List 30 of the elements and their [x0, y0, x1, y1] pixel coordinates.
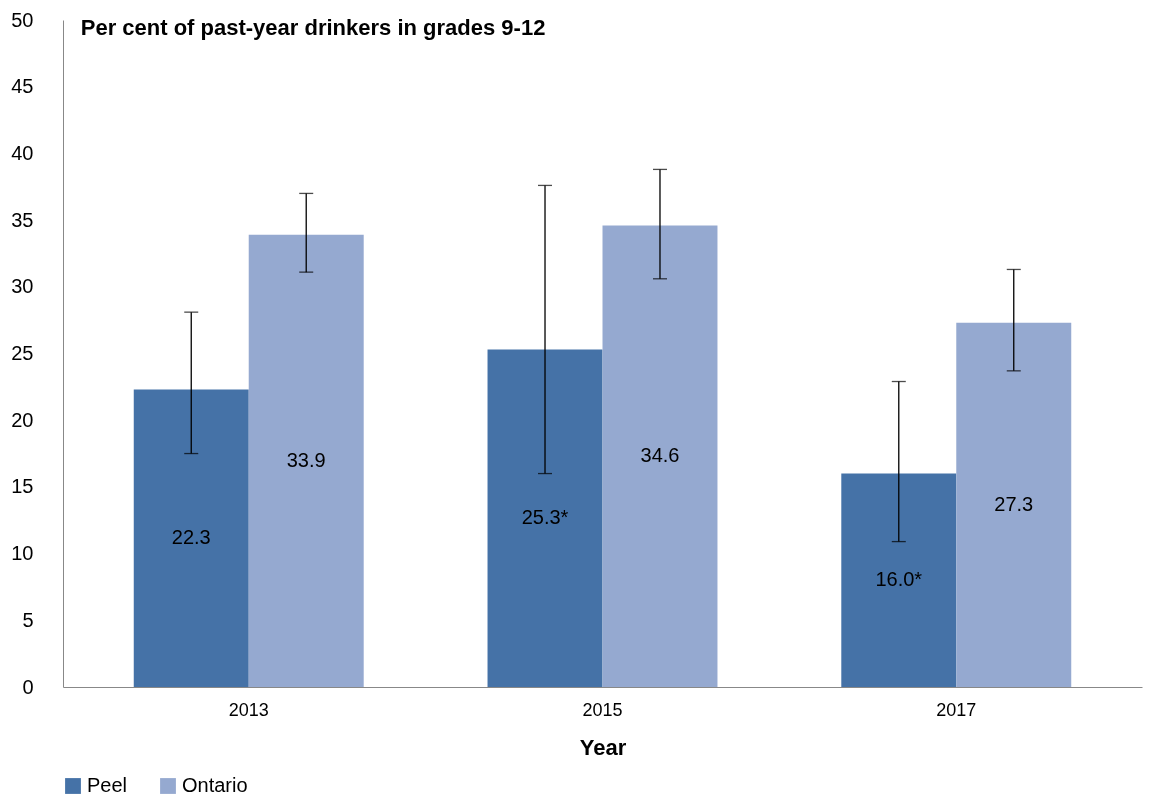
- x-tick-label: 2015: [582, 699, 623, 720]
- y-tick-label: 35: [11, 208, 34, 231]
- bar: [956, 322, 1072, 687]
- legend-label: Peel: [87, 774, 128, 796]
- data-label: 33.9: [286, 448, 326, 471]
- y-tick-label: 0: [22, 675, 34, 698]
- legend-label: Ontario: [182, 774, 248, 796]
- x-tick-label: 2017: [936, 699, 977, 720]
- data-label: 25.3*: [521, 506, 569, 529]
- bar: [602, 225, 718, 687]
- y-tick-label: 30: [11, 275, 34, 298]
- bar: [841, 473, 957, 687]
- x-tick-label: 2013: [228, 699, 269, 720]
- y-tick-label: 20: [11, 408, 34, 431]
- chart-title: Per cent of past-year drinkers in grades 9-12: [80, 15, 546, 40]
- y-tick-label: 45: [11, 75, 34, 98]
- y-tick-label: 40: [11, 141, 34, 164]
- y-tick-label: 15: [11, 475, 34, 498]
- bar: [487, 349, 603, 687]
- y-tick-label: 5: [22, 608, 34, 631]
- data-label: 22.3: [171, 526, 211, 549]
- bar: [133, 389, 249, 687]
- y-tick-label: 10: [11, 542, 34, 565]
- bar: [248, 234, 364, 687]
- y-tick-label: 50: [11, 8, 34, 31]
- x-axis-title: Year: [579, 734, 627, 760]
- data-label: 27.3: [994, 492, 1034, 515]
- data-label: 16.0*: [875, 568, 923, 591]
- data-label: 34.6: [640, 444, 680, 467]
- y-tick-label: 25: [11, 342, 34, 364]
